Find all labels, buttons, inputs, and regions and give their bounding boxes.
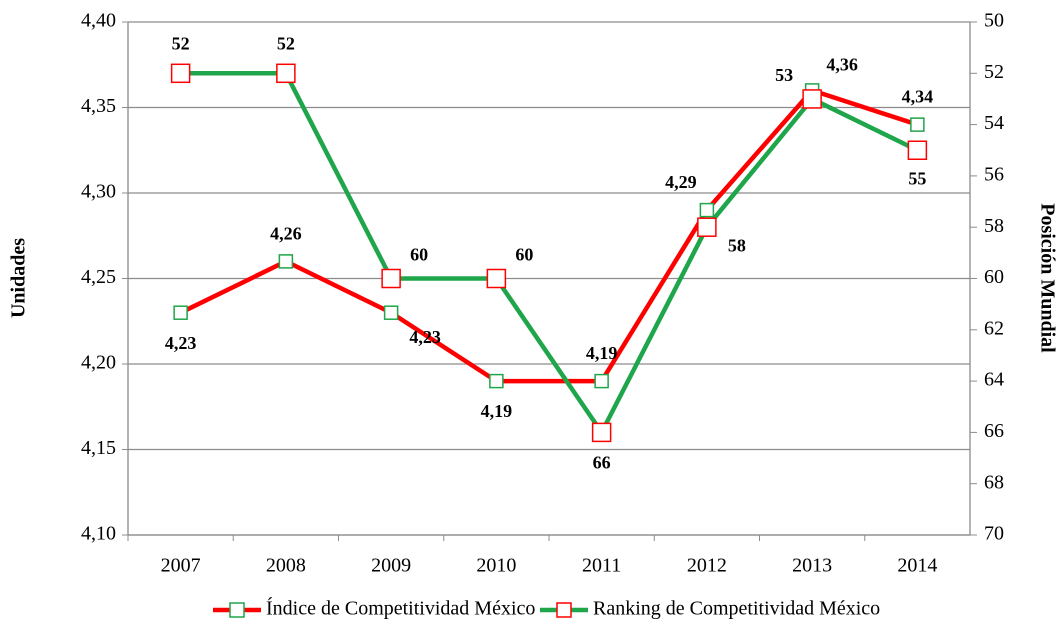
data-label: 52 <box>277 33 295 53</box>
data-label: 4,19 <box>586 343 618 363</box>
marker <box>591 422 612 443</box>
marker <box>278 254 294 269</box>
marker <box>170 63 191 84</box>
data-label: 66 <box>593 453 611 473</box>
marker <box>697 217 717 237</box>
marker <box>910 117 925 132</box>
data-label: 4,23 <box>165 333 197 353</box>
legend-label: Ranking de Competitividad México <box>593 598 880 620</box>
data-label: 55 <box>908 168 926 188</box>
data-label: 4,23 <box>409 327 441 347</box>
marker <box>802 89 822 109</box>
y-tick-label: 4,35 <box>81 95 116 117</box>
marker <box>381 268 401 289</box>
y2-tick-label: 56 <box>984 163 1004 185</box>
y2-tick-label: 58 <box>984 215 1004 237</box>
marker <box>699 202 715 218</box>
y2-tick-label: 52 <box>984 61 1004 83</box>
series-line <box>180 71 919 435</box>
marker <box>489 373 504 389</box>
y2-tick-label: 62 <box>984 317 1004 339</box>
y-tick-label: 4,25 <box>81 266 116 288</box>
y2-tick-label: 50 <box>984 10 1004 32</box>
data-label: 4,36 <box>826 55 858 75</box>
marker <box>594 373 609 389</box>
data-label: 4,19 <box>481 401 513 421</box>
marker <box>486 268 507 289</box>
marker <box>173 305 188 320</box>
data-label: 4,26 <box>270 224 302 244</box>
y-tick-label: 4,20 <box>81 352 116 374</box>
y2-axis-title: Posición Mundial <box>1036 203 1058 353</box>
x-tick-label: 2013 <box>792 555 832 577</box>
marker <box>276 63 296 84</box>
x-tick-label: 2009 <box>371 555 411 577</box>
y2-tick-label: 54 <box>984 112 1004 134</box>
data-label: 60 <box>515 245 533 265</box>
legend-label: Índice de Competitividad México <box>266 597 535 620</box>
data-label: 58 <box>728 235 746 255</box>
data-label: 4,34 <box>902 87 934 107</box>
y-tick-label: 4,40 <box>81 10 116 32</box>
y2-tick-label: 70 <box>984 523 1004 545</box>
x-tick-label: 2014 <box>897 555 937 577</box>
x-tick-label: 2008 <box>266 555 306 577</box>
y2-tick-label: 66 <box>984 420 1004 442</box>
y-tick-label: 4,15 <box>81 437 116 459</box>
data-label: 60 <box>410 245 428 265</box>
data-label: 52 <box>172 33 190 53</box>
data-label: 4,29 <box>665 172 697 192</box>
y-axis-title: Unidades <box>8 238 30 318</box>
x-tick-label: 2007 <box>161 555 201 577</box>
legend-marker <box>229 602 245 618</box>
y2-tick-label: 68 <box>984 471 1004 493</box>
y2-tick-label: 64 <box>984 369 1004 391</box>
data-label: 53 <box>775 65 793 85</box>
legend-marker <box>556 602 572 618</box>
y-tick-label: 4,10 <box>81 523 116 545</box>
x-tick-label: 2010 <box>476 555 516 577</box>
y2-tick-label: 60 <box>984 266 1004 288</box>
marker <box>907 140 928 160</box>
marker <box>383 305 399 320</box>
series-line <box>179 88 919 384</box>
x-tick-label: 2012 <box>687 555 727 577</box>
y-tick-label: 4,30 <box>81 181 116 203</box>
x-tick-label: 2011 <box>582 555 621 577</box>
